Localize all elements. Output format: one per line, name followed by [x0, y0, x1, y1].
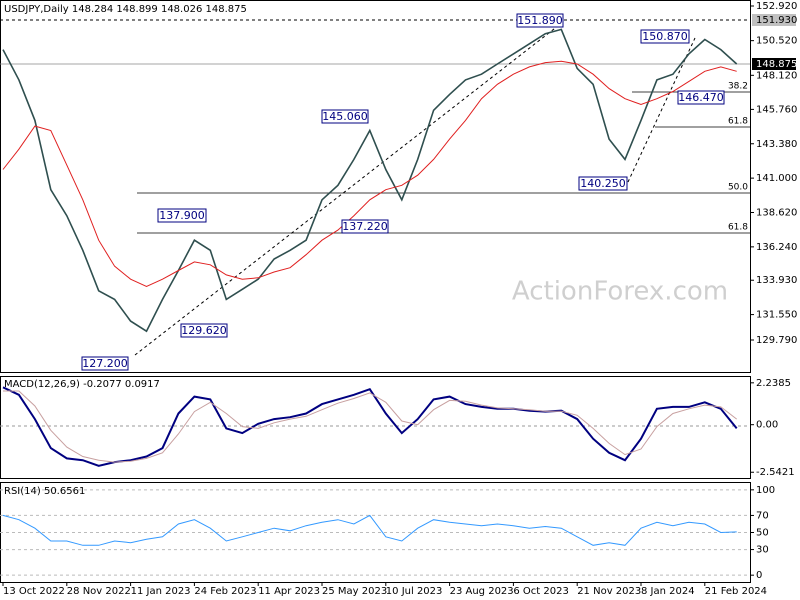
y-tick-label: 141.000	[756, 173, 797, 184]
y-tick-label: 0	[756, 570, 762, 581]
y-tick-label: 143.380	[756, 139, 797, 150]
price-title: USDJPY,Daily 148.284 148.899 148.026 148…	[4, 4, 247, 15]
x-tick-label: 11 Apr 2023	[258, 586, 320, 597]
annotation-box	[157, 208, 207, 223]
price-panel	[0, 0, 751, 373]
high-price-box	[752, 14, 796, 26]
annotation-box	[677, 90, 725, 105]
annotation-box	[578, 176, 628, 191]
annotation: 129.620	[181, 324, 227, 337]
annotation-box	[516, 13, 564, 28]
x-tick-label: 24 Feb 2023	[194, 586, 256, 597]
x-tick-label: 10 Jul 2023	[386, 586, 443, 597]
series-line	[3, 390, 738, 463]
high-price-label: 151.930	[756, 15, 797, 26]
fib-label: 50.0	[728, 183, 748, 193]
y-tick-label: 145.760	[756, 104, 797, 115]
y-tick-label: 133.930	[756, 275, 797, 286]
y-tick-label: 131.550	[756, 310, 797, 321]
x-tick-label: 21 Nov 2023	[577, 586, 641, 597]
x-tick-label: 6 Oct 2023	[513, 586, 568, 597]
y-tick-label: 30	[756, 545, 769, 556]
y-tick-label: 138.620	[756, 207, 797, 218]
y-tick-label: 136.240	[756, 242, 797, 253]
series-line	[2, 60, 737, 287]
annotation: 137.900	[159, 209, 205, 222]
trend-line	[627, 37, 696, 183]
x-tick-label: 23 Aug 2023	[450, 586, 514, 597]
series-line	[2, 28, 738, 333]
series-line	[2, 386, 738, 467]
x-tick-label: 8 Jan 2024	[641, 586, 695, 597]
x-tick-label: 13 Oct 2022	[3, 586, 65, 597]
series-layer	[0, 28, 750, 576]
fib-label: 38.2	[728, 82, 748, 92]
annotation: 150.870	[642, 30, 688, 43]
fib-label: 61.8	[728, 117, 748, 127]
fib-label: 61.8	[728, 223, 748, 233]
annotation: 140.250	[580, 177, 626, 190]
y-tick-label: 0.00	[756, 420, 778, 431]
current-price-box	[752, 58, 796, 70]
rsi-title: RSI(14) 50.6561	[4, 486, 85, 497]
annotation-box	[640, 29, 690, 44]
series-line	[2, 514, 737, 546]
y-tick-label: 2.2385	[756, 378, 791, 389]
y-tick-label: 148.120	[756, 70, 797, 81]
annotation: 137.220	[342, 220, 388, 233]
x-tick-label: 25 May 2023	[322, 586, 387, 597]
current-price-label: 148.875	[756, 59, 797, 70]
annotations: 151.890 150.870 145.060 146.470 137.900 …	[81, 13, 748, 371]
annotation-box	[341, 219, 389, 234]
macd-panel	[0, 376, 751, 479]
annotation: 127.200	[82, 357, 128, 370]
y-tick-label: 50	[756, 528, 769, 539]
annotation: 151.890	[517, 14, 563, 27]
annotation: 146.470	[678, 91, 724, 104]
y-tick-label: -2.5421	[756, 467, 795, 478]
annotation-box	[180, 323, 228, 338]
y-tick-label: 70	[756, 510, 769, 521]
x-tick-label: 28 Nov 2022	[67, 586, 131, 597]
y-tick-label: 129.790	[756, 335, 797, 346]
x-tick-label: 21 Feb 2024	[705, 586, 767, 597]
annotation-box	[81, 356, 129, 371]
y-tick-label: 150.520	[756, 36, 797, 47]
watermark: ActionForex.com	[512, 277, 728, 307]
x-tick-label: 11 Jan 2023	[131, 586, 191, 597]
macd-title: MACD(12,26,9) -0.2077 0.0917	[4, 379, 160, 390]
trend-line	[134, 21, 564, 356]
annotation-box	[321, 109, 369, 124]
y-tick-label: 100	[756, 485, 775, 496]
y-tick-label: 152.920	[756, 1, 797, 12]
annotation: 145.060	[322, 110, 368, 123]
